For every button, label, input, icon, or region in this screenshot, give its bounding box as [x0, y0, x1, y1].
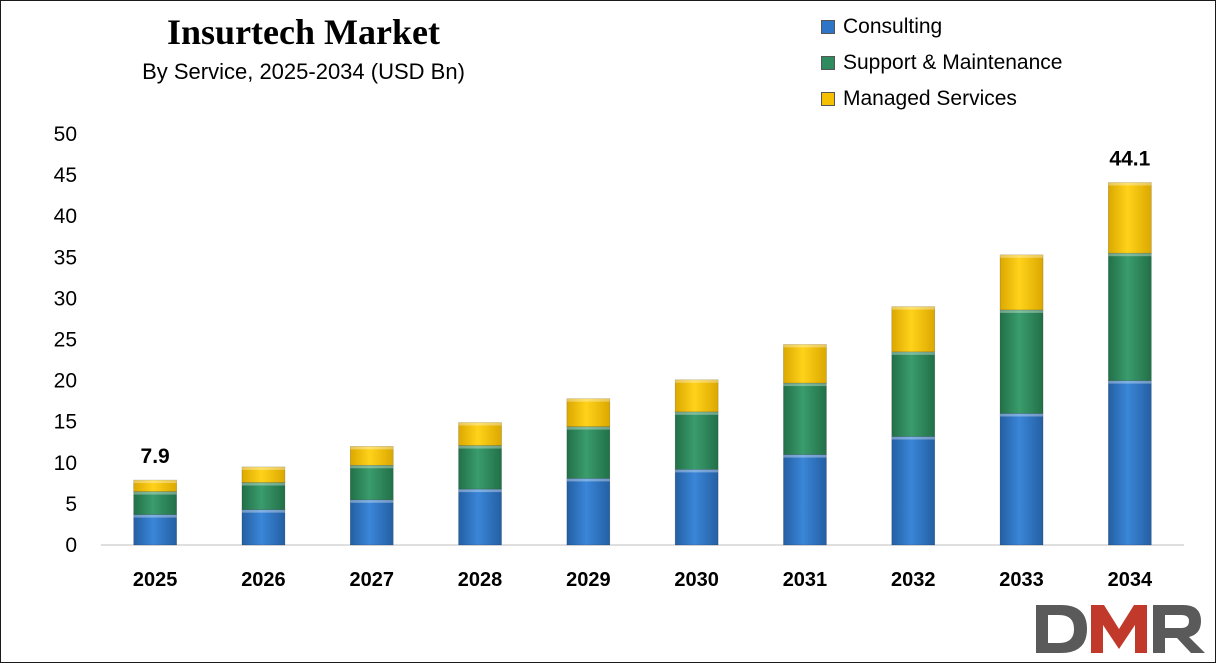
y-tick-label: 40 — [54, 205, 77, 228]
bar-consulting-2034 — [1108, 380, 1152, 546]
bar-support-maintenance-2026 — [241, 482, 286, 510]
bar-managed-services-2026 — [241, 466, 286, 483]
bar-support-maintenance-2029 — [566, 426, 611, 479]
bar-bevel — [1108, 253, 1152, 257]
bar-bevel — [891, 351, 935, 355]
bar-bevel — [675, 411, 719, 415]
bar-bevel — [133, 514, 177, 518]
y-tick-label: 30 — [54, 287, 77, 310]
legend-item-support-maintenance: Support & Maintenance — [821, 45, 1062, 81]
bar-managed-services-2034 — [1108, 182, 1152, 254]
bar-bevel — [783, 344, 827, 348]
chart-title: Insurtech Market — [167, 12, 440, 52]
legend-item-consulting: Consulting — [821, 9, 1062, 45]
x-tick-label: 2027 — [350, 569, 395, 591]
x-tick-label: 2025 — [133, 569, 178, 591]
bar-bevel — [675, 379, 719, 383]
chart-legend: Consulting Support & Maintenance Managed… — [821, 9, 1062, 117]
bar-bevel — [891, 306, 935, 310]
legend-label-consulting: Consulting — [843, 15, 943, 38]
dmr-logo — [1036, 605, 1205, 653]
x-tick-label: 2026 — [241, 569, 286, 591]
bar-managed-services-2031 — [783, 344, 827, 384]
bar-bevel — [1108, 182, 1152, 186]
bar-bevel — [783, 383, 827, 387]
bar-bevel — [350, 499, 394, 503]
bar-support-maintenance-2032 — [891, 351, 936, 437]
bar-bevel — [458, 422, 502, 426]
data-label-total: 44.1 — [1109, 147, 1150, 170]
bar-bevel — [675, 469, 719, 473]
bar-bevel — [241, 466, 285, 470]
bar-managed-services-2028 — [458, 422, 502, 446]
x-tick-label: 2028 — [458, 569, 503, 591]
bar-bevel — [1000, 309, 1044, 313]
legend-label-support-maintenance: Support & Maintenance — [843, 51, 1063, 74]
bar-support-maintenance-2028 — [458, 445, 502, 490]
bar-consulting-2028 — [458, 488, 502, 546]
bar-managed-services-2033 — [999, 254, 1044, 311]
legend-swatch-managed-services — [821, 92, 835, 106]
data-label-total: 7.9 — [141, 445, 170, 468]
bar-support-maintenance-2034 — [1108, 252, 1152, 381]
bar-support-maintenance-2027 — [349, 464, 394, 501]
y-tick-label: 15 — [54, 411, 77, 434]
bar-support-maintenance-2033 — [999, 309, 1044, 414]
bar-consulting-2026 — [241, 509, 286, 546]
bar-bevel — [350, 446, 394, 450]
bar-consulting-2031 — [783, 454, 827, 546]
legend-item-managed-services: Managed Services — [821, 81, 1062, 117]
bar-bevel — [1108, 380, 1152, 384]
x-tick-label: 2034 — [1108, 569, 1153, 591]
bar-consulting-2029 — [566, 478, 611, 546]
bar-managed-services-2029 — [566, 398, 611, 427]
y-tick-label: 0 — [65, 534, 77, 557]
x-tick-label: 2029 — [566, 569, 611, 591]
bar-managed-services-2032 — [891, 306, 936, 353]
legend-label-managed-services: Managed Services — [843, 87, 1017, 110]
legend-swatch-consulting — [821, 20, 835, 34]
bar-consulting-2030 — [674, 469, 719, 546]
bar-bevel — [241, 482, 285, 486]
y-tick-label: 25 — [54, 329, 77, 352]
bar-bevel — [133, 491, 177, 495]
bar-managed-services-2030 — [674, 379, 719, 413]
bar-bevel — [566, 426, 610, 430]
bar-consulting-2033 — [999, 413, 1044, 546]
x-tick-label: 2032 — [891, 569, 936, 591]
chart-subtitle: By Service, 2025-2034 (USD Bn) — [142, 59, 465, 84]
y-tick-label: 50 — [54, 123, 77, 146]
bar-bevel — [1000, 413, 1044, 417]
y-tick-label: 45 — [54, 164, 77, 187]
bar-bevel — [566, 398, 610, 402]
bar-support-maintenance-2031 — [783, 382, 827, 455]
bar-bevel — [458, 489, 502, 493]
y-tick-label: 35 — [54, 246, 77, 269]
x-tick-label: 2031 — [783, 569, 828, 591]
bar-bevel — [241, 509, 285, 513]
bar-bevel — [891, 436, 935, 440]
x-tick-label: 2033 — [999, 569, 1044, 591]
y-tick-label: 5 — [65, 493, 77, 516]
bar-bevel — [566, 478, 610, 482]
bar-managed-services-2027 — [349, 446, 394, 466]
bar-support-maintenance-2030 — [674, 411, 719, 470]
bar-bevel — [133, 480, 177, 484]
bar-consulting-2032 — [891, 436, 936, 546]
bar-consulting-2027 — [349, 499, 394, 546]
x-tick-label: 2030 — [674, 569, 719, 591]
bar-bevel — [458, 445, 502, 449]
bar-bevel — [783, 454, 827, 458]
y-tick-label: 10 — [54, 452, 77, 475]
bar-consulting-2025 — [133, 514, 177, 546]
legend-swatch-support-maintenance — [821, 56, 835, 70]
bar-bevel — [1000, 254, 1044, 258]
bar-support-maintenance-2025 — [133, 491, 177, 515]
bar-bevel — [350, 465, 394, 469]
y-tick-label: 20 — [54, 370, 77, 393]
bar-managed-services-2025 — [133, 479, 177, 492]
